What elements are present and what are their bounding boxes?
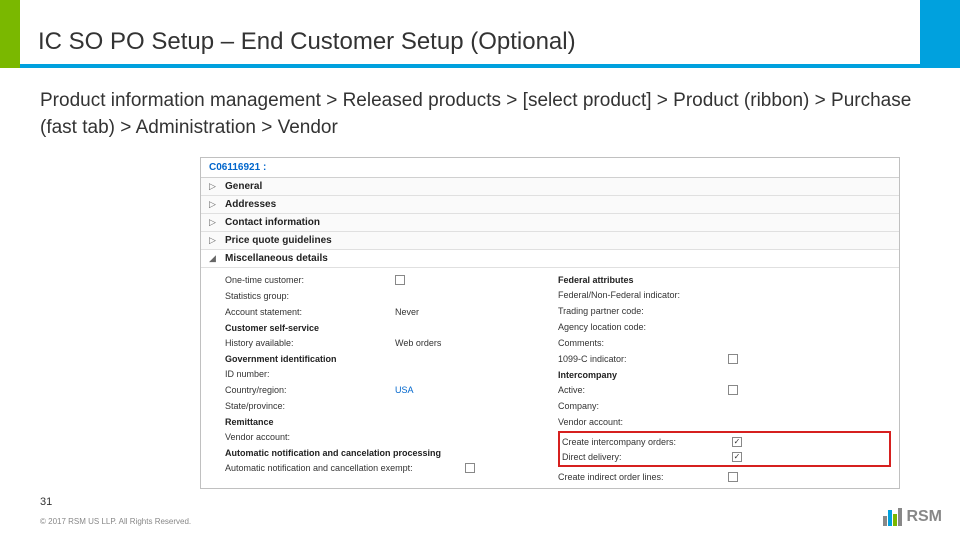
field-label: Statistics group:	[225, 291, 395, 301]
left-column: One-time customer: Statistics group: Acc…	[225, 272, 558, 484]
subheading-federal: Federal attributes	[558, 275, 891, 285]
field-label: Vendor account:	[225, 432, 395, 442]
field-one-time-customer: One-time customer:	[225, 272, 558, 287]
rsm-logo: RSM	[883, 508, 942, 526]
section-addresses[interactable]: ▷ Addresses	[201, 196, 899, 214]
section-misc-details[interactable]: ◢ Miscellaneous details	[201, 250, 899, 268]
copyright: © 2017 RSM US LLP. All Rights Reserved.	[40, 517, 191, 526]
chevron-right-icon: ▷	[209, 217, 219, 228]
field-company: Company:	[558, 398, 891, 413]
field-label: 1099-C indicator:	[558, 354, 728, 364]
title-area: IC SO PO Setup – End Customer Setup (Opt…	[20, 0, 920, 68]
field-label: Automatic notification and cancellation …	[225, 463, 465, 473]
field-label: Agency location code:	[558, 322, 728, 332]
checkbox[interactable]	[728, 472, 738, 482]
field-active: Active:	[558, 382, 891, 397]
subheading-auto-notification: Automatic notification and cancelation p…	[225, 448, 558, 458]
field-label: Company:	[558, 401, 728, 411]
subheading-intercompany: Intercompany	[558, 370, 891, 380]
field-auto-exempt: Automatic notification and cancellation …	[225, 460, 558, 475]
field-value: Never	[395, 307, 419, 317]
field-direct-delivery: Direct delivery: ✓	[562, 449, 887, 464]
misc-details-content: One-time customer: Statistics group: Acc…	[201, 268, 899, 488]
field-label: Trading partner code:	[558, 306, 728, 316]
field-label: Vendor account:	[558, 417, 728, 427]
field-label: Create indirect order lines:	[558, 472, 728, 482]
field-label: Comments:	[558, 338, 728, 348]
field-state-province: State/province:	[225, 398, 558, 413]
section-label: Miscellaneous details	[225, 253, 328, 264]
subheading-gov-id: Government identification	[225, 354, 558, 364]
field-agency-location: Agency location code:	[558, 319, 891, 334]
checkbox[interactable]	[728, 354, 738, 364]
breadcrumb-path: Product information management > Release…	[0, 68, 960, 151]
field-label: Direct delivery:	[562, 452, 732, 462]
field-label: Federal/Non-Federal indicator:	[558, 290, 728, 300]
app-screenshot: C06116921 : ▷ General ▷ Addresses ▷ Cont…	[200, 157, 900, 489]
section-label: Addresses	[225, 199, 276, 210]
checkbox-checked[interactable]: ✓	[732, 452, 742, 462]
field-history-available: History available: Web orders	[225, 335, 558, 350]
chevron-down-icon: ◢	[209, 253, 219, 264]
field-account-statement: Account statement: Never	[225, 304, 558, 319]
checkbox[interactable]	[395, 275, 405, 285]
field-trading-partner: Trading partner code:	[558, 303, 891, 318]
chevron-right-icon: ▷	[209, 235, 219, 246]
field-create-indirect-lines: Create indirect order lines:	[558, 469, 891, 484]
record-id: C06116921 :	[209, 162, 266, 173]
field-label: One-time customer:	[225, 275, 395, 285]
field-vendor-account-ic: Vendor account:	[558, 414, 891, 429]
field-create-intercompany-orders: Create intercompany orders: ✓	[562, 434, 887, 449]
record-header: C06116921 :	[201, 158, 899, 178]
section-label: General	[225, 181, 262, 192]
field-label: ID number:	[225, 369, 395, 379]
field-1099c: 1099-C indicator:	[558, 351, 891, 366]
slide-header: IC SO PO Setup – End Customer Setup (Opt…	[0, 0, 960, 68]
right-column: Federal attributes Federal/Non-Federal i…	[558, 272, 891, 484]
slide-title: IC SO PO Setup – End Customer Setup (Opt…	[38, 28, 576, 56]
field-vendor-account: Vendor account:	[225, 429, 558, 444]
field-statistics-group: Statistics group:	[225, 288, 558, 303]
field-comments: Comments:	[558, 335, 891, 350]
checkbox-checked[interactable]: ✓	[732, 437, 742, 447]
blue-accent	[920, 0, 960, 68]
field-label: Create intercompany orders:	[562, 437, 732, 447]
section-general[interactable]: ▷ General	[201, 178, 899, 196]
highlighted-intercompany-options: Create intercompany orders: ✓ Direct del…	[558, 431, 891, 467]
field-label: Account statement:	[225, 307, 395, 317]
subheading-self-service: Customer self-service	[225, 323, 558, 333]
subheading-remittance: Remittance	[225, 417, 558, 427]
checkbox[interactable]	[728, 385, 738, 395]
section-contact[interactable]: ▷ Contact information	[201, 214, 899, 232]
field-label: Active:	[558, 385, 728, 395]
field-id-number: ID number:	[225, 366, 558, 381]
section-label: Contact information	[225, 217, 320, 228]
chevron-right-icon: ▷	[209, 181, 219, 192]
page-number: 31	[40, 496, 52, 508]
logo-text: RSM	[906, 508, 942, 526]
logo-bars-icon	[883, 508, 902, 526]
green-accent	[0, 0, 20, 68]
field-value: Web orders	[395, 338, 441, 348]
chevron-right-icon: ▷	[209, 199, 219, 210]
field-country-region: Country/region: USA	[225, 382, 558, 397]
field-federal-indicator: Federal/Non-Federal indicator:	[558, 287, 891, 302]
section-price-quote[interactable]: ▷ Price quote guidelines	[201, 232, 899, 250]
checkbox[interactable]	[465, 463, 475, 473]
field-label: History available:	[225, 338, 395, 348]
field-value: USA	[395, 385, 414, 395]
section-label: Price quote guidelines	[225, 235, 332, 246]
field-label: State/province:	[225, 401, 395, 411]
field-label: Country/region:	[225, 385, 395, 395]
